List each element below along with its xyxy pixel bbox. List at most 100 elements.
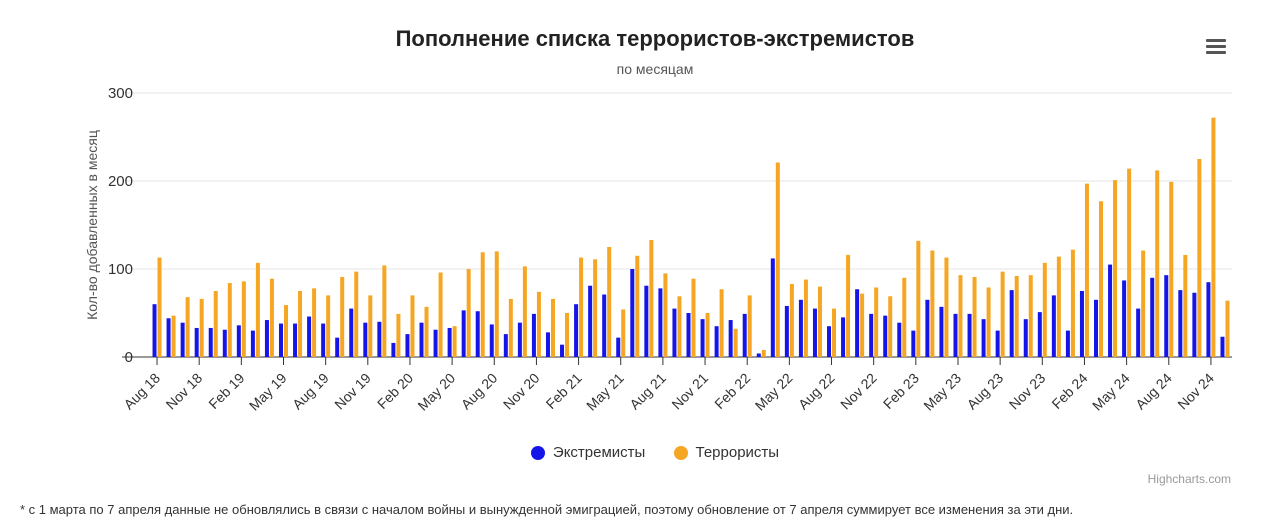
bar-terrorists[interactable] <box>227 283 232 357</box>
bar-extremists[interactable] <box>1122 280 1127 357</box>
bar-terrorists[interactable] <box>396 313 401 357</box>
bar-terrorists[interactable] <box>1169 181 1174 357</box>
bar-terrorists[interactable] <box>677 296 682 357</box>
bar-extremists[interactable] <box>588 285 593 357</box>
bar-terrorists[interactable] <box>1084 183 1089 357</box>
bar-terrorists[interactable] <box>832 308 837 357</box>
bar-extremists[interactable] <box>447 327 452 357</box>
bar-extremists[interactable] <box>391 342 396 357</box>
bar-extremists[interactable] <box>1065 330 1070 357</box>
bar-extremists[interactable] <box>883 315 888 357</box>
bar-extremists[interactable] <box>700 319 705 357</box>
bar-extremists[interactable] <box>981 319 986 357</box>
bar-extremists[interactable] <box>798 299 803 357</box>
bar-terrorists[interactable] <box>241 281 246 357</box>
bar-terrorists[interactable] <box>916 240 921 357</box>
bar-extremists[interactable] <box>1023 319 1028 357</box>
bar-terrorists[interactable] <box>986 287 991 357</box>
bar-extremists[interactable] <box>377 321 382 357</box>
bar-extremists[interactable] <box>630 269 635 357</box>
bar-extremists[interactable] <box>250 330 255 357</box>
bar-terrorists[interactable] <box>775 162 780 357</box>
bar-terrorists[interactable] <box>846 254 851 357</box>
bar-extremists[interactable] <box>728 320 733 357</box>
bar-extremists[interactable] <box>433 329 438 357</box>
bar-terrorists[interactable] <box>382 265 387 357</box>
bar-extremists[interactable] <box>812 308 817 357</box>
bar-extremists[interactable] <box>616 337 621 357</box>
bar-extremists[interactable] <box>1220 336 1225 357</box>
bar-terrorists[interactable] <box>199 298 204 357</box>
bar-extremists[interactable] <box>756 353 761 357</box>
bar-terrorists[interactable] <box>944 257 949 357</box>
bar-terrorists[interactable] <box>719 289 724 357</box>
bar-extremists[interactable] <box>363 322 368 357</box>
bar-terrorists[interactable] <box>326 295 331 357</box>
bar-extremists[interactable] <box>644 285 649 357</box>
bar-terrorists[interactable] <box>1183 254 1188 357</box>
bar-extremists[interactable] <box>222 329 227 357</box>
bar-extremists[interactable] <box>953 313 958 357</box>
hamburger-menu-icon[interactable] <box>1203 37 1229 59</box>
bar-terrorists[interactable] <box>803 279 808 357</box>
bar-extremists[interactable] <box>166 318 171 357</box>
bar-terrorists[interactable] <box>621 309 626 357</box>
bar-terrorists[interactable] <box>298 291 303 357</box>
bar-extremists[interactable] <box>335 337 340 357</box>
bar-terrorists[interactable] <box>522 266 527 357</box>
bar-terrorists[interactable] <box>733 328 738 357</box>
bar-terrorists[interactable] <box>607 247 612 357</box>
bar-terrorists[interactable] <box>550 298 555 357</box>
bar-terrorists[interactable] <box>635 255 640 357</box>
bar-terrorists[interactable] <box>1042 262 1047 357</box>
bar-terrorists[interactable] <box>1070 249 1075 357</box>
bar-terrorists[interactable] <box>761 349 766 357</box>
bar-extremists[interactable] <box>489 324 494 357</box>
bar-extremists[interactable] <box>784 305 789 357</box>
bar-terrorists[interactable] <box>649 239 654 357</box>
bar-terrorists[interactable] <box>902 277 907 357</box>
bar-extremists[interactable] <box>1150 277 1155 357</box>
bar-terrorists[interactable] <box>157 257 162 357</box>
bar-terrorists[interactable] <box>354 271 359 357</box>
bar-terrorists[interactable] <box>888 296 893 357</box>
bar-terrorists[interactable] <box>368 295 373 357</box>
bar-extremists[interactable] <box>1037 312 1042 357</box>
bar-terrorists[interactable] <box>213 291 218 357</box>
bar-extremists[interactable] <box>1079 291 1084 357</box>
bar-extremists[interactable] <box>307 316 312 357</box>
bar-extremists[interactable] <box>208 327 213 357</box>
bar-extremists[interactable] <box>349 308 354 357</box>
bar-extremists[interactable] <box>602 294 607 357</box>
bar-extremists[interactable] <box>293 323 298 357</box>
bar-terrorists[interactable] <box>424 306 429 357</box>
bar-terrorists[interactable] <box>494 251 499 357</box>
bar-extremists[interactable] <box>405 334 410 357</box>
bar-extremists[interactable] <box>897 322 902 357</box>
credits-link[interactable]: Highcharts.com <box>1147 472 1231 486</box>
bar-terrorists[interactable] <box>283 305 288 357</box>
bar-terrorists[interactable] <box>565 313 570 357</box>
bar-extremists[interactable] <box>1206 282 1211 357</box>
bar-terrorists[interactable] <box>171 315 176 357</box>
bar-extremists[interactable] <box>560 344 565 357</box>
bar-terrorists[interactable] <box>747 295 752 357</box>
bar-extremists[interactable] <box>194 327 199 357</box>
bar-extremists[interactable] <box>1108 264 1113 357</box>
bar-extremists[interactable] <box>180 322 185 357</box>
bar-terrorists[interactable] <box>1141 250 1146 357</box>
bar-extremists[interactable] <box>925 299 930 357</box>
bar-extremists[interactable] <box>264 320 269 357</box>
bar-terrorists[interactable] <box>1225 300 1230 357</box>
bar-terrorists[interactable] <box>579 257 584 357</box>
bar-terrorists[interactable] <box>663 273 668 357</box>
bar-terrorists[interactable] <box>410 295 415 357</box>
bar-extremists[interactable] <box>1192 292 1197 357</box>
bar-extremists[interactable] <box>321 323 326 357</box>
bar-extremists[interactable] <box>419 322 424 357</box>
bar-terrorists[interactable] <box>438 272 443 357</box>
bar-terrorists[interactable] <box>705 313 710 357</box>
bar-extremists[interactable] <box>152 304 157 357</box>
bar-extremists[interactable] <box>531 313 536 357</box>
bar-extremists[interactable] <box>1136 308 1141 357</box>
